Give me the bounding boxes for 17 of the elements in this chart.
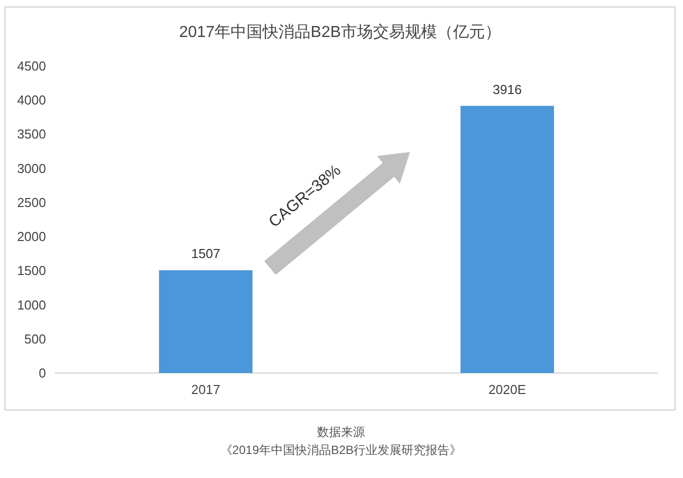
y-tick-label: 2500: [17, 194, 46, 210]
y-tick-label: 4000: [17, 92, 46, 108]
y-tick-label: 500: [24, 331, 46, 346]
y-tick-label: 2000: [17, 229, 46, 244]
data-label: 1507: [191, 246, 220, 262]
y-tick-label: 1000: [17, 297, 46, 312]
text: 《2019年中国快消品B2B行业发展研究报告》: [220, 443, 462, 457]
y-tick-label: 4500: [17, 58, 46, 74]
text: 数据来源: [317, 425, 365, 439]
y-tick-label: 3500: [17, 126, 46, 142]
chart-title: 2017年中国快消品B2B市场交易规模（亿元）: [179, 23, 501, 41]
data-label: 3916: [492, 82, 522, 97]
y-tick-label: 3000: [17, 160, 46, 176]
y-tick-label: 0: [38, 366, 46, 380]
x-tick-label: 2020E: [488, 382, 526, 397]
x-tick-label: 2017: [191, 382, 220, 397]
y-tick-label: 1500: [17, 263, 46, 278]
